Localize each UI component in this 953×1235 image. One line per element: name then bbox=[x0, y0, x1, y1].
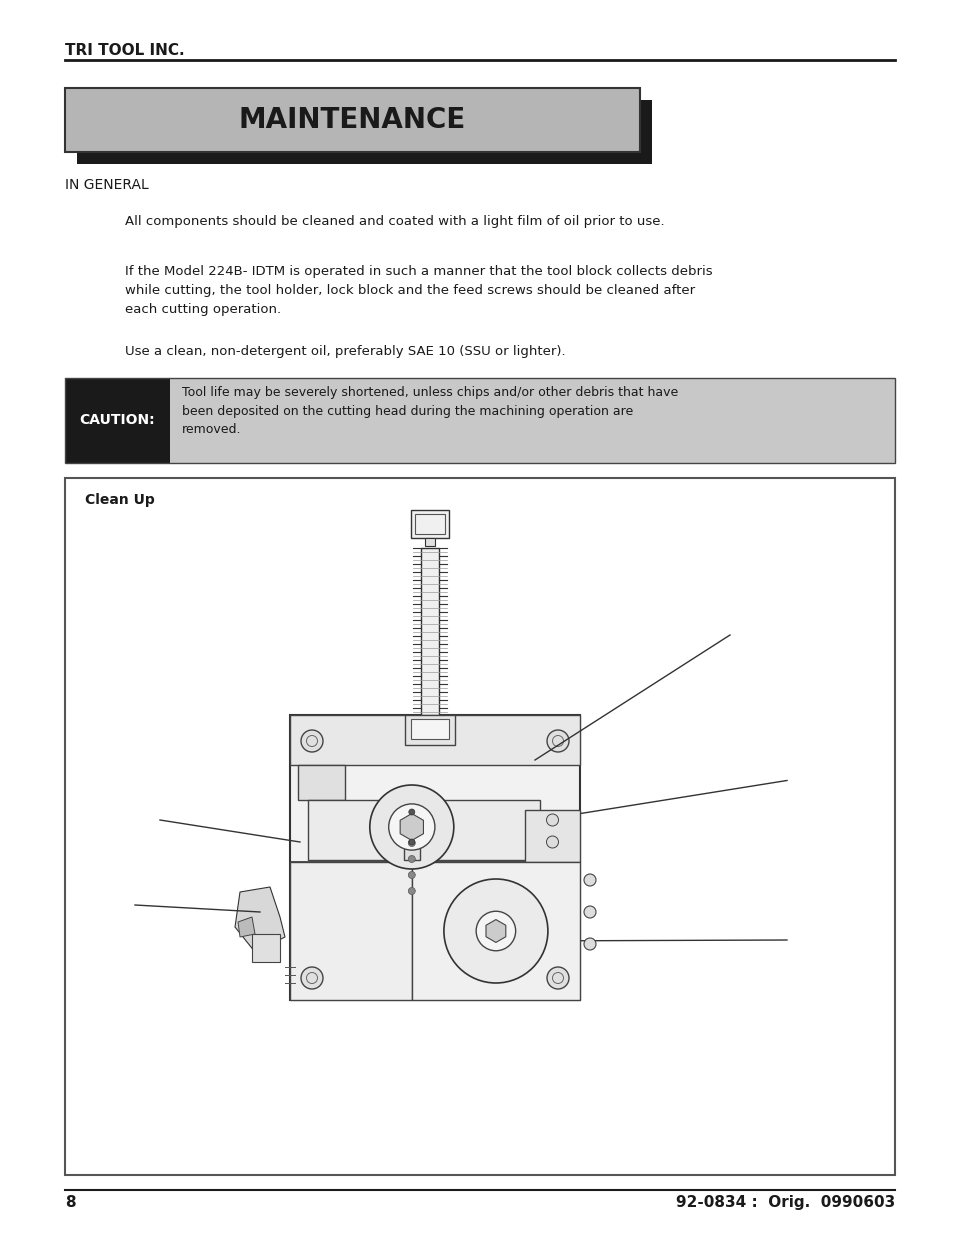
Bar bbox=[308, 800, 539, 860]
Polygon shape bbox=[399, 814, 423, 841]
Bar bbox=[524, 810, 579, 862]
Text: TRI TOOL INC.: TRI TOOL INC. bbox=[65, 43, 185, 58]
Bar bbox=[420, 548, 438, 720]
Text: Tool life may be severely shortened, unless chips and/or other debris that have
: Tool life may be severely shortened, unl… bbox=[182, 387, 678, 436]
Circle shape bbox=[546, 814, 558, 826]
Circle shape bbox=[408, 840, 415, 846]
Polygon shape bbox=[234, 887, 285, 952]
Bar bbox=[412, 862, 579, 1000]
Bar bbox=[403, 832, 419, 860]
Bar bbox=[411, 510, 449, 538]
Circle shape bbox=[408, 872, 415, 878]
Text: If the Model 224B- IDTM is operated in such a manner that the tool block collect: If the Model 224B- IDTM is operated in s… bbox=[125, 266, 712, 316]
Bar bbox=[405, 715, 455, 745]
Circle shape bbox=[409, 809, 415, 815]
Text: Clean Up: Clean Up bbox=[85, 493, 154, 508]
Polygon shape bbox=[77, 100, 651, 164]
Bar bbox=[415, 514, 444, 534]
Circle shape bbox=[301, 730, 323, 752]
Bar bbox=[65, 378, 894, 463]
Bar bbox=[411, 719, 449, 739]
Circle shape bbox=[370, 785, 454, 869]
Circle shape bbox=[409, 839, 415, 845]
Bar bbox=[65, 478, 894, 1174]
Polygon shape bbox=[237, 918, 254, 937]
Circle shape bbox=[443, 879, 547, 983]
Bar bbox=[252, 934, 280, 962]
Circle shape bbox=[546, 730, 568, 752]
Circle shape bbox=[408, 888, 415, 894]
Polygon shape bbox=[485, 920, 505, 942]
Circle shape bbox=[476, 911, 516, 951]
Bar bbox=[290, 715, 579, 1000]
Circle shape bbox=[546, 967, 568, 989]
Text: 92-0834 :  Orig.  0990603: 92-0834 : Orig. 0990603 bbox=[675, 1195, 894, 1210]
Circle shape bbox=[583, 874, 596, 885]
Bar bbox=[65, 378, 170, 463]
Circle shape bbox=[301, 967, 323, 989]
Circle shape bbox=[388, 804, 435, 850]
Bar bbox=[170, 378, 894, 463]
Text: 8: 8 bbox=[65, 1195, 75, 1210]
Bar bbox=[297, 764, 345, 800]
Bar bbox=[290, 715, 579, 764]
Circle shape bbox=[583, 906, 596, 918]
Bar bbox=[424, 538, 435, 546]
Text: IN GENERAL: IN GENERAL bbox=[65, 178, 149, 191]
Text: Use a clean, non-detergent oil, preferably SAE 10 (SSU or lighter).: Use a clean, non-detergent oil, preferab… bbox=[125, 345, 565, 358]
Text: MAINTENANCE: MAINTENANCE bbox=[238, 106, 466, 135]
Bar bbox=[290, 862, 412, 1000]
Circle shape bbox=[546, 836, 558, 848]
Circle shape bbox=[406, 815, 412, 821]
Circle shape bbox=[583, 939, 596, 950]
Text: All components should be cleaned and coated with a light film of oil prior to us: All components should be cleaned and coa… bbox=[125, 215, 664, 228]
Circle shape bbox=[408, 856, 415, 862]
Text: CAUTION:: CAUTION: bbox=[80, 414, 155, 427]
Bar bbox=[65, 88, 639, 152]
